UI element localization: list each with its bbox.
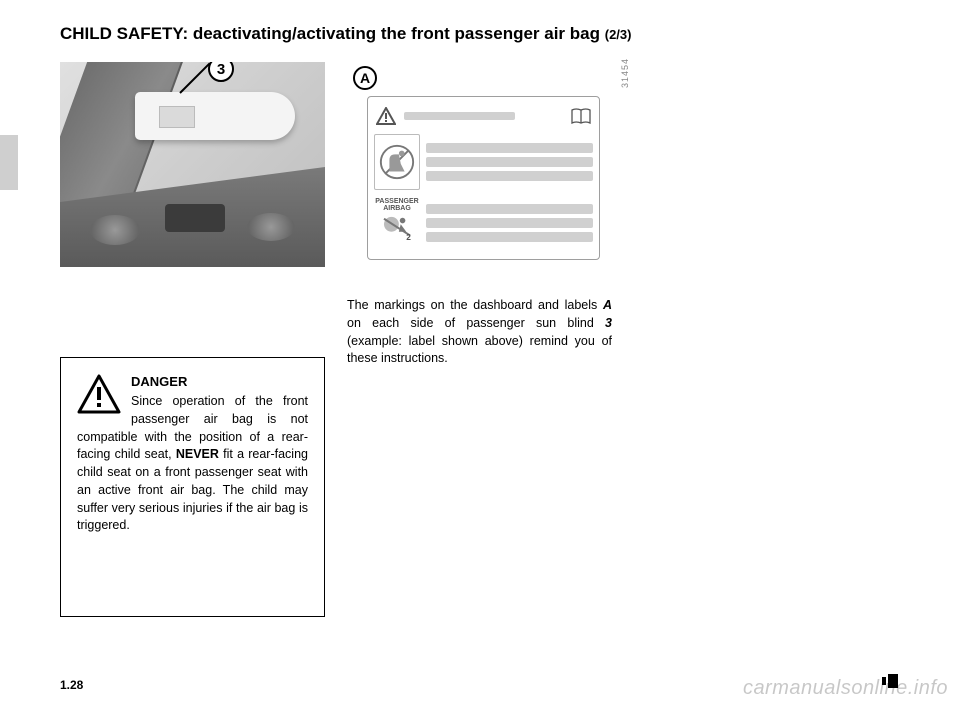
- body-em-3: 3: [605, 316, 612, 330]
- manual-page: CHILD SAFETY: deactivating/activating th…: [0, 0, 960, 710]
- warning-label-card: PASSENGER AIRBAG 2: [367, 96, 600, 260]
- text-placeholder-line: [426, 204, 593, 214]
- callout-a: A: [353, 66, 377, 90]
- label-row-childseat-lines: [426, 134, 593, 190]
- label-row-warning: [374, 103, 593, 129]
- label-row-airbag: PASSENGER AIRBAG 2: [374, 195, 593, 251]
- text-placeholder-line: [426, 143, 593, 153]
- label-row-airbag-lines: [426, 195, 593, 251]
- column-middle: A 31454: [347, 62, 612, 617]
- page-number: 1.28: [60, 678, 83, 692]
- callout-a-text: A: [360, 70, 370, 86]
- passenger-airbag-text1: PASSENGER: [375, 198, 418, 205]
- body-em-a: A: [603, 298, 612, 312]
- manual-book-icon: [569, 103, 593, 129]
- page-title: CHILD SAFETY: deactivating/activating th…: [60, 24, 900, 44]
- callout-3: 3: [208, 62, 234, 82]
- danger-text: Since operation of the front passenger a…: [77, 393, 308, 535]
- body-t1: The markings on the dashboard and labels: [347, 298, 603, 312]
- text-placeholder-line: [426, 218, 593, 228]
- label-row-childseat: [374, 134, 593, 190]
- center-display: [165, 204, 225, 232]
- danger-text-strong: NEVER: [176, 447, 219, 461]
- text-placeholder-line: [426, 157, 593, 167]
- label-row-warning-lines: [404, 103, 563, 129]
- text-placeholder-line: [426, 171, 593, 181]
- text-placeholder-line: [426, 232, 593, 242]
- sun-visor: [135, 92, 295, 140]
- callout-leader: [179, 63, 210, 94]
- no-rear-facing-seat-icon: [374, 134, 420, 190]
- warning-triangle-icon: [77, 374, 121, 414]
- passenger-airbag-text2: AIRBAG: [383, 205, 411, 212]
- column-right: [634, 62, 899, 617]
- figure-sunblind: 3 31506: [60, 62, 325, 267]
- columns: 3 31506 DANGER Since operation of the fr…: [60, 62, 900, 617]
- column-left: 3 31506 DANGER Since operation of the fr…: [60, 62, 325, 617]
- side-tab: [0, 135, 18, 190]
- body-t2: on each side of passenger sun blind: [347, 316, 605, 330]
- callout-3-text: 3: [217, 62, 225, 78]
- svg-text:2: 2: [406, 232, 411, 241]
- figure-label: A 31454: [347, 62, 612, 267]
- warning-triangle-small-icon: [374, 103, 398, 129]
- text-placeholder-line: [404, 112, 515, 120]
- vent-left: [90, 215, 140, 245]
- title-part: (2/3): [605, 27, 632, 42]
- image-id-2: 31454: [620, 58, 630, 88]
- body-paragraph: The markings on the dashboard and labels…: [347, 297, 612, 368]
- watermark: carmanualsonline.info: [743, 677, 948, 700]
- vent-right: [247, 213, 295, 241]
- passenger-airbag-icon: PASSENGER AIRBAG 2: [374, 195, 420, 251]
- title-main: CHILD SAFETY: deactivating/activating th…: [60, 24, 605, 43]
- danger-box: DANGER Since operation of the front pass…: [60, 357, 325, 617]
- body-t3: (example: label shown above) remind you …: [347, 334, 612, 366]
